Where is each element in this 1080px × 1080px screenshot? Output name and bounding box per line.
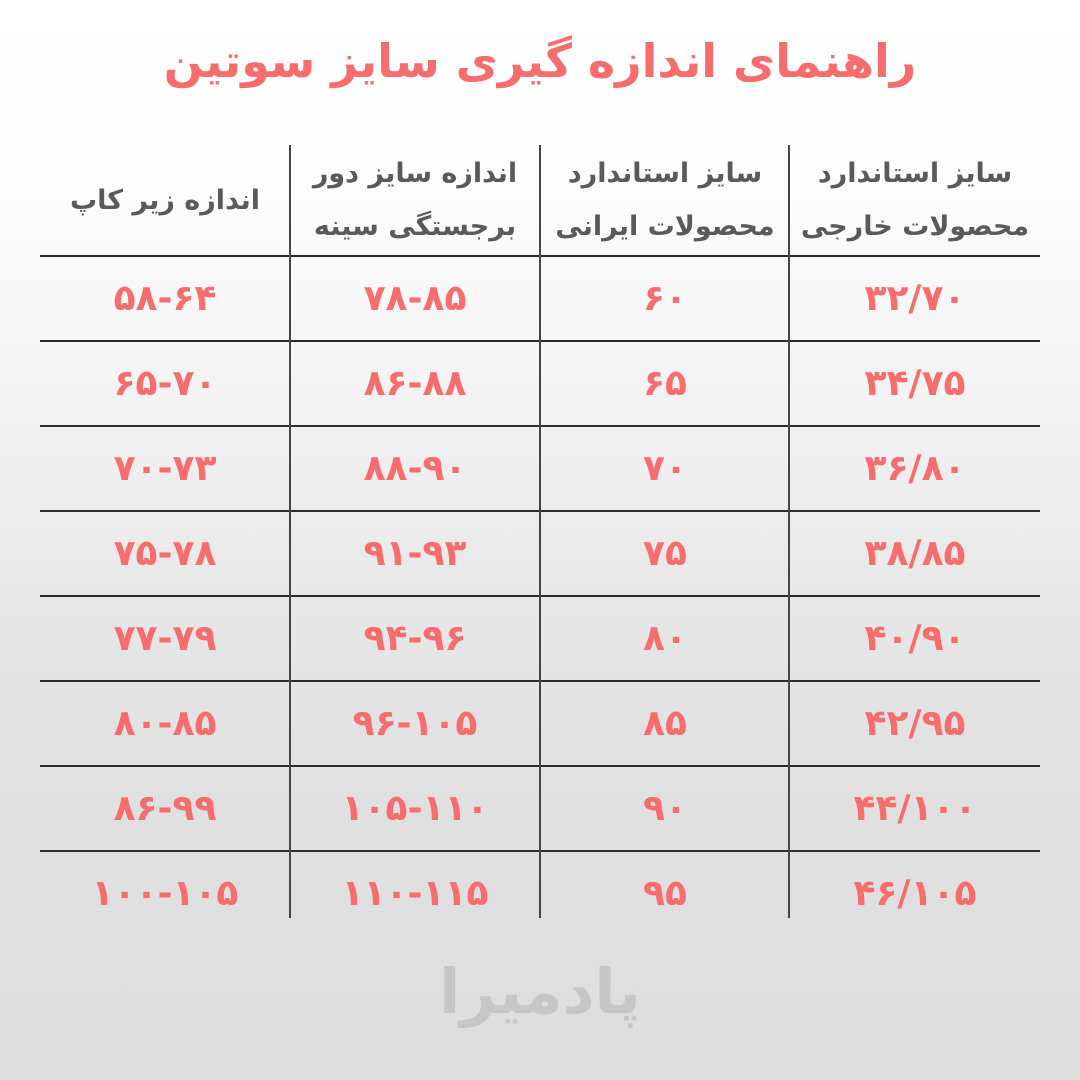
size-cell-bust: ۱۰۵-۱۱۰ — [290, 765, 540, 850]
column-header-line: سایز استاندارد — [817, 158, 1013, 189]
size-cell-foreign: ۳۶/۸۰ — [790, 425, 1040, 510]
size-cell-foreign: ۳۴/۷۵ — [790, 340, 1040, 425]
size-table-grid: سایز استاندارد محصولات خارجی سایز استاند… — [40, 145, 1040, 935]
size-cell-undercup: ۷۷-۷۹ — [40, 595, 290, 680]
size-cell-iranian: ۸۵ — [540, 680, 790, 765]
size-cell-bust: ۸۶-۸۸ — [290, 340, 540, 425]
column-header-line: برجستگی سینه — [313, 211, 517, 242]
size-cell-iranian: ۶۵ — [540, 340, 790, 425]
size-cell-bust: ۷۸-۸۵ — [290, 255, 540, 340]
size-cell-bust: ۱۱۰-۱۱۵ — [290, 850, 540, 935]
size-cell-foreign: ۴۶/۱۰۵ — [790, 850, 1040, 935]
size-table: سایز استاندارد محصولات خارجی سایز استاند… — [40, 145, 1040, 935]
page-title: راهنمای اندازه گیری سایز سوتین — [163, 34, 918, 88]
column-divider-line — [788, 145, 790, 918]
size-cell-undercup: ۷۰-۷۳ — [40, 425, 290, 510]
column-header-line: محصولات ایرانی — [555, 211, 775, 242]
size-cell-undercup: ۸۰-۸۵ — [40, 680, 290, 765]
size-cell-foreign: ۳۸/۸۵ — [790, 510, 1040, 595]
column-header-line: محصولات خارجی — [800, 211, 1030, 242]
size-cell-foreign: ۴۴/۱۰۰ — [790, 765, 1040, 850]
column-divider-line — [289, 145, 291, 918]
column-header-under-cup: اندازه زیر کاپ — [40, 145, 290, 255]
size-cell-iranian: ۸۰ — [540, 595, 790, 680]
size-cell-undercup: ۸۶-۹۹ — [40, 765, 290, 850]
column-header-line: اندازه زیر کاپ — [70, 184, 260, 216]
size-cell-iranian: ۶۰ — [540, 255, 790, 340]
column-header-iranian-standard: سایز استاندارد محصولات ایرانی — [540, 145, 790, 255]
size-cell-undercup: ۷۵-۷۸ — [40, 510, 290, 595]
column-header-line: سایز استاندارد — [567, 158, 763, 189]
size-cell-foreign: ۴۰/۹۰ — [790, 595, 1040, 680]
column-header-foreign-standard: سایز استاندارد محصولات خارجی — [790, 145, 1040, 255]
size-cell-foreign: ۳۲/۷۰ — [790, 255, 1040, 340]
size-cell-iranian: ۷۵ — [540, 510, 790, 595]
size-cell-undercup: ۱۰۰-۱۰۵ — [40, 850, 290, 935]
size-cell-bust: ۹۴-۹۶ — [290, 595, 540, 680]
size-cell-undercup: ۵۸-۶۴ — [40, 255, 290, 340]
brand-watermark: پادمیرا — [439, 955, 641, 1028]
size-cell-undercup: ۶۵-۷۰ — [40, 340, 290, 425]
size-cell-iranian: ۹۰ — [540, 765, 790, 850]
size-cell-bust: ۹۱-۹۳ — [290, 510, 540, 595]
size-cell-iranian: ۷۰ — [540, 425, 790, 510]
column-header-bust-circumference: اندازه سایز دور برجستگی سینه — [290, 145, 540, 255]
size-cell-bust: ۹۶-۱۰۵ — [290, 680, 540, 765]
column-divider-line — [539, 145, 541, 918]
size-cell-iranian: ۹۵ — [540, 850, 790, 935]
column-header-line: اندازه سایز دور — [312, 158, 518, 189]
size-cell-bust: ۸۸-۹۰ — [290, 425, 540, 510]
size-cell-foreign: ۴۲/۹۵ — [790, 680, 1040, 765]
